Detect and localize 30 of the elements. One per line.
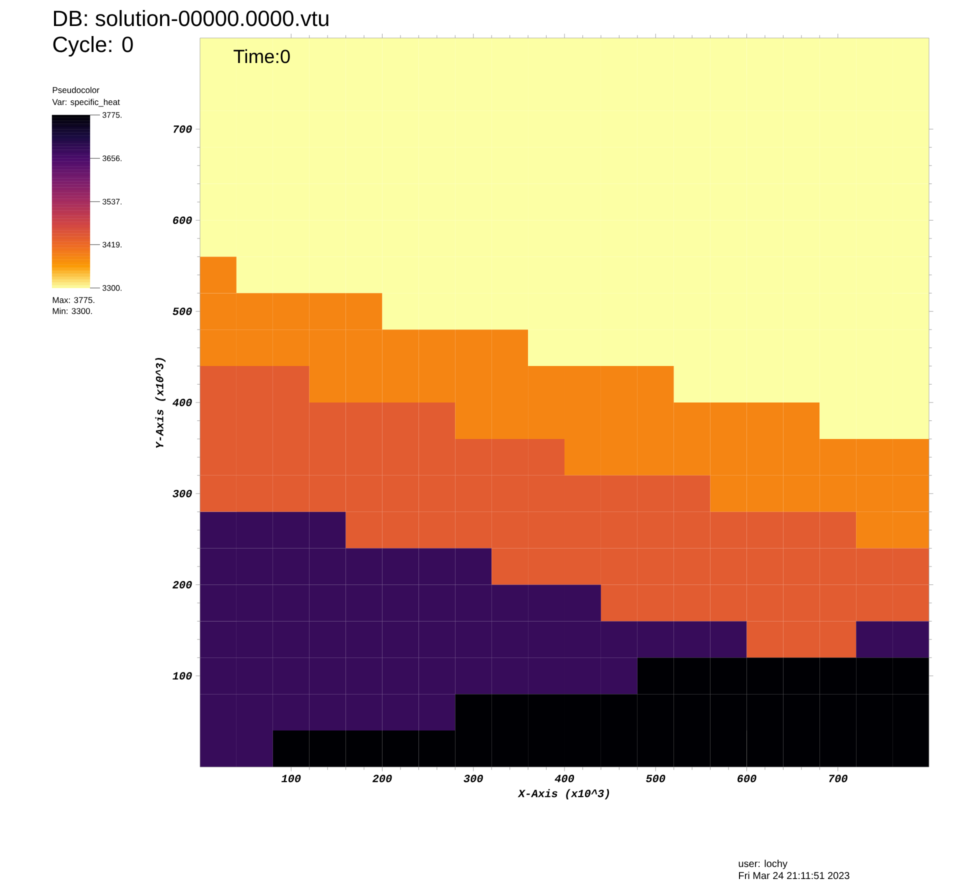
color-bar-label: 3537. (102, 198, 122, 205)
color-bar-title: Var: specific_heat (52, 98, 120, 107)
chart-subtitle: Cycle: 0 (53, 36, 133, 57)
color-bar-label: 3656. (102, 156, 122, 162)
x-tick-label: 200 (372, 774, 392, 782)
x-tick-label: 600 (738, 774, 756, 782)
x-tick-label: 300 (464, 774, 483, 782)
color-bar-label: 3300. (102, 285, 122, 291)
text: user: lochy (738, 860, 788, 870)
color-bar-label: 3775. (102, 112, 122, 118)
color-bar-label: 3419. (102, 242, 122, 248)
text: Fri Mar 24 21:11:51 2023 (739, 872, 850, 880)
chart-title: DB: solution-00000.0000.vtu (54, 10, 328, 26)
y-tick-label: 200 (172, 581, 192, 588)
x-axis-title: X-Axis (x10^3) (518, 789, 610, 800)
annotation: Time:0 (234, 49, 290, 64)
legend-title: Pseudocolor (52, 86, 100, 94)
y-tick-label: 500 (172, 308, 192, 316)
y-tick-label: 300 (172, 490, 192, 498)
x-tick-label: 400 (554, 774, 574, 782)
x-tick-label: 700 (829, 774, 848, 782)
y-tick-label: 100 (172, 672, 192, 680)
y-tick-label: 400 (172, 398, 192, 406)
x-tick-label: 100 (281, 774, 301, 782)
y-tick-label: 700 (174, 125, 192, 133)
y-tick-label: 600 (173, 216, 192, 224)
x-tick-label: 500 (646, 774, 666, 782)
text: Max: 3775. (52, 297, 94, 304)
y-axis-title: Y-Axis (x10^3) (155, 358, 166, 448)
text: Min: 3300. (52, 308, 92, 314)
